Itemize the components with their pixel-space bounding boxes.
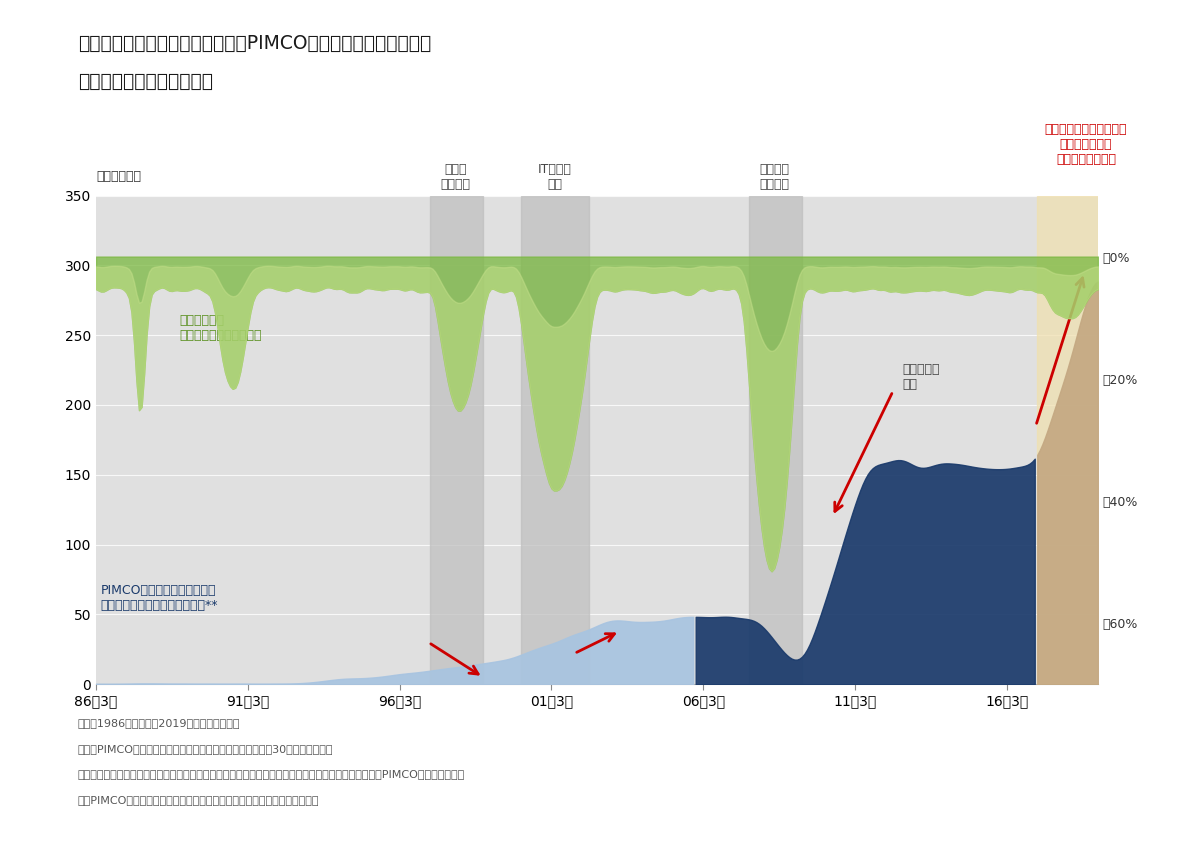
- Bar: [1037, 196, 1098, 684]
- Text: 資金流入が
加速: 資金流入が 加速: [902, 363, 940, 391]
- Text: ITバブル
崩壊: ITバブル 崩壊: [538, 163, 571, 191]
- Text: グローバル運用残高の推移: グローバル運用残高の推移: [78, 72, 214, 91]
- Text: さまざまな危機を乗り越えてきたPIMCOショート・ターム戦略の: さまざまな危機を乗り越えてきたPIMCOショート・ターム戦略の: [78, 34, 431, 53]
- Text: PIMCOショート・ターム戦略
のグローバル運用残高（左軸）**: PIMCOショート・ターム戦略 のグローバル運用残高（左軸）**: [101, 584, 218, 612]
- Bar: [749, 196, 802, 684]
- Bar: [430, 196, 484, 684]
- Text: 出所：PIMCO、ブルームバーグ、米国株式市場：ダウ工業株30種平均（月次）: 出所：PIMCO、ブルームバーグ、米国株式市場：ダウ工業株30種平均（月次）: [78, 744, 334, 754]
- Text: 世界的な金融緩和からの
脱却が意識され
不透明感が高まる: 世界的な金融緩和からの 脱却が意識され 不透明感が高まる: [1045, 123, 1127, 167]
- Text: アジア
通貨危機: アジア 通貨危機: [440, 163, 470, 191]
- Text: ＊期間内における過去の最高値から各月末時点までの下落率。＊ハイライト期間は各事象の継続期間とPIMCOが考える期間。: ＊期間内における過去の最高値から各月末時点までの下落率。＊ハイライト期間は各事象…: [78, 769, 466, 779]
- Bar: [521, 196, 589, 684]
- Text: 期間：1986年３月末～2019年２月末（月次）: 期間：1986年３月末～2019年２月末（月次）: [78, 718, 240, 728]
- Text: 米株式市場の
下落率＊の推移（右軸）: 米株式市場の 下落率＊の推移（右軸）: [180, 314, 262, 343]
- Text: ＊＊PIMCOショート・ターム戦略により運用される口座の合計残高を記載。: ＊＊PIMCOショート・ターム戦略により運用される口座の合計残高を記載。: [78, 795, 319, 805]
- Text: リーマン
ショック: リーマン ショック: [760, 163, 790, 191]
- Text: （億米ドル）: （億米ドル）: [96, 170, 142, 183]
